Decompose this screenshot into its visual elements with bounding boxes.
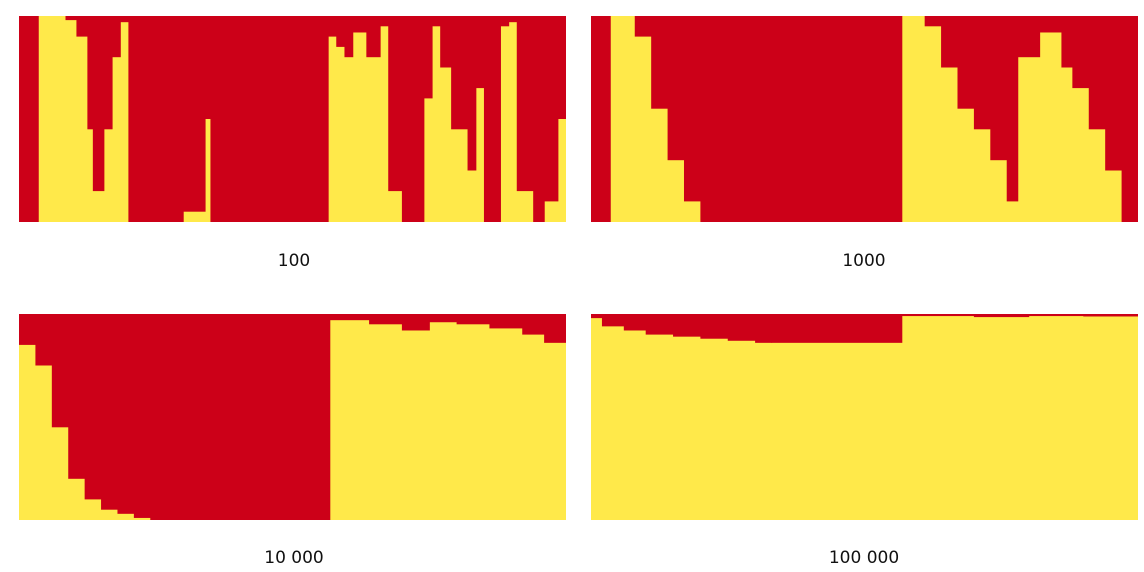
heatmap-column-32 [500, 16, 510, 27]
heatmap-column-1 [601, 314, 625, 327]
heatmap-column-22 [380, 16, 389, 27]
panel-label-1000: 1000 [842, 251, 886, 271]
heatmap-column-31 [483, 16, 501, 222]
heatmap-column-7 [103, 16, 113, 130]
heatmap-column-9 [901, 314, 975, 317]
heatmap-column-6 [700, 16, 718, 222]
heatmap-column-2 [51, 314, 69, 428]
panel-label-100000: 100 000 [828, 548, 900, 568]
heatmap-column-19 [344, 16, 354, 58]
heatmap-column-14 [210, 16, 250, 222]
heatmap-column-0 [591, 16, 611, 222]
heatmap-column-8 [111, 16, 121, 58]
heatmap-column-10 [369, 314, 403, 325]
heatmap-column-21 [366, 16, 381, 58]
heatmap-column-4 [84, 314, 102, 500]
heatmap-column-0 [19, 314, 37, 345]
heatmap-column-16 [1039, 16, 1063, 33]
heatmap-column-18 [1072, 16, 1090, 89]
heatmap-column-12 [1083, 314, 1138, 317]
heatmap-column-11 [401, 314, 430, 331]
heatmap-column-19 [1088, 16, 1106, 130]
heatmap-column-7 [133, 314, 151, 518]
heatmap-column-12 [183, 16, 206, 212]
heatmap-column-8 [771, 314, 903, 343]
heatmap-column-3 [68, 314, 86, 479]
heatmap-column-33 [508, 16, 518, 23]
heatmap-column-11 [150, 16, 184, 222]
heatmap-column-12 [429, 314, 458, 323]
panel-label-100: 100 [277, 251, 311, 271]
heatmap-column-17 [1061, 16, 1073, 68]
heatmap-column-10 [941, 16, 959, 68]
heatmap-column-15 [522, 314, 545, 335]
heatmap-column-13 [204, 16, 212, 119]
heatmap-column-10 [128, 16, 151, 222]
heatmap-column-14 [489, 314, 523, 329]
heatmap-column-4 [673, 314, 701, 337]
heatmap-column-11 [1028, 314, 1084, 317]
heatmap-column-27 [440, 16, 452, 68]
heatmap-column-6 [727, 314, 756, 341]
heatmap-column-16 [544, 314, 566, 343]
heatmap-column-23 [388, 16, 403, 192]
heatmap-column-20 [352, 16, 367, 33]
heatmap-column-8 [150, 314, 331, 520]
heatmap-column-26 [431, 16, 441, 27]
heatmap-column-25 [423, 16, 433, 99]
heatmap-column-37 [557, 16, 566, 119]
panel-background [591, 314, 1138, 520]
heatmap-column-34 [516, 16, 534, 192]
heatmap-column-4 [667, 16, 685, 161]
heatmap-column-30 [475, 16, 485, 89]
heatmap-column-17 [328, 16, 337, 37]
heatmap-column-29 [467, 16, 477, 171]
heatmap-column-15 [1017, 16, 1041, 58]
heatmap-column-28 [451, 16, 469, 130]
heatmap-column-18 [336, 16, 346, 47]
heatmap-column-13 [456, 314, 491, 325]
heatmap-column-5 [87, 16, 94, 130]
heatmap-column-10 [973, 314, 1030, 318]
heatmap-column-3 [645, 314, 674, 335]
heatmap-column-5 [101, 314, 119, 510]
heatmap-column-5 [700, 314, 729, 339]
heatmap-column-6 [117, 314, 135, 514]
heatmap-column-9 [924, 16, 942, 27]
heatmap-column-9 [120, 16, 129, 23]
heatmap-column-7 [716, 16, 903, 222]
heatmap-panel-100 [19, 16, 566, 222]
heatmap-column-0 [19, 16, 39, 222]
heatmap-column-3 [651, 16, 669, 109]
heatmap-panel-10000 [19, 314, 566, 520]
heatmap-column-1 [35, 314, 53, 366]
heatmap-column-21 [1121, 16, 1138, 222]
heatmap-column-16 [292, 16, 329, 222]
heatmap-column-0 [591, 314, 603, 319]
heatmap-column-7 [755, 314, 773, 343]
heatmap-column-20 [1105, 16, 1123, 171]
heatmap-column-3 [65, 16, 78, 21]
heatmap-column-14 [1006, 16, 1019, 202]
heatmap-column-15 [248, 16, 294, 222]
heatmap-column-13 [990, 16, 1008, 161]
heatmap-column-11 [957, 16, 975, 109]
heatmap-column-5 [683, 16, 701, 202]
heatmap-column-12 [973, 16, 991, 130]
heatmap-column-4 [76, 16, 88, 37]
heatmap-column-9 [329, 314, 370, 321]
panel-label-10000: 10 000 [264, 548, 324, 568]
heatmap-column-6 [92, 16, 105, 192]
heatmap-panel-1000 [591, 16, 1138, 222]
heatmap-panel-100000 [591, 314, 1138, 520]
heatmap-column-2 [634, 16, 652, 37]
heatmap-column-35 [533, 16, 545, 222]
heatmap-column-2 [623, 314, 647, 331]
heatmap-column-36 [544, 16, 559, 202]
heatmap-column-24 [401, 16, 425, 222]
